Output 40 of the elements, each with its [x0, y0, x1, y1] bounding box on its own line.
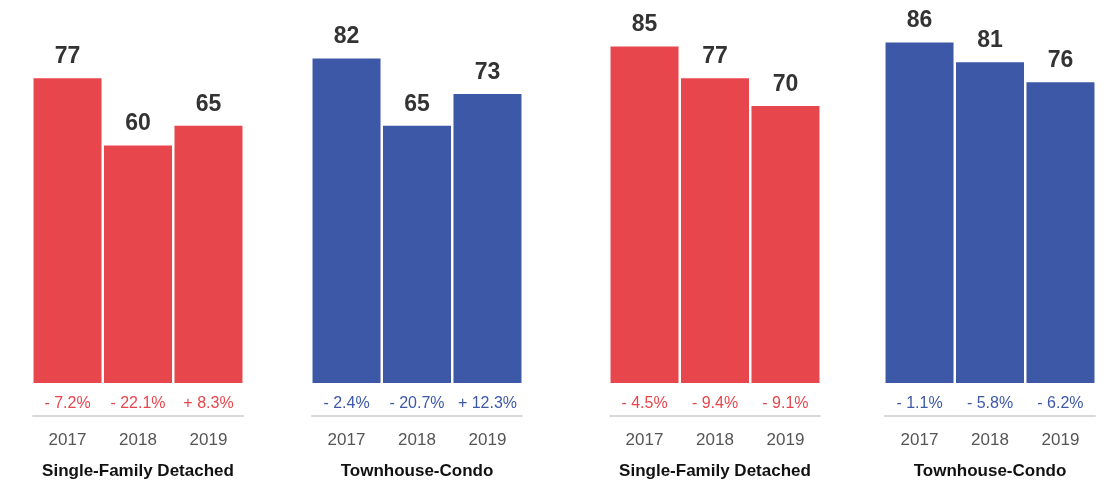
x-tick-label: 2017 [327, 429, 366, 449]
x-tick-label: 2018 [971, 429, 1009, 449]
data-label: 65 [195, 89, 222, 116]
text: + 8.3% [183, 394, 234, 412]
data-label: 81 [977, 26, 1003, 53]
text: - 20.7% [389, 394, 445, 412]
data-label: 73 [474, 57, 501, 84]
data-label: 85 [631, 10, 658, 37]
text: - 9.1% [762, 394, 809, 412]
x-tick-label: 2017 [625, 429, 664, 449]
x-tick-label: 2018 [696, 429, 734, 449]
text: - 4.5% [621, 394, 668, 412]
text: - 6.2% [1037, 394, 1084, 412]
text: - 22.1% [110, 394, 166, 412]
text: - 2.4% [323, 394, 370, 412]
x-tick-label: 2019 [766, 429, 805, 449]
data-label: 86 [906, 6, 933, 33]
x-tick-label: 2019 [468, 429, 507, 449]
x-tick-label: 2019 [1041, 429, 1080, 449]
data-label: 70 [772, 69, 799, 96]
data-label: 60 [125, 109, 151, 136]
x-tick-label: 2017 [900, 429, 939, 449]
x-tick-label: 2018 [119, 429, 157, 449]
data-label: 82 [333, 22, 360, 49]
x-tick-label: 2019 [189, 429, 228, 449]
text: - 9.4% [691, 394, 739, 412]
data-label: 76 [1047, 45, 1074, 72]
text: - 7.2% [44, 394, 91, 412]
x-axis-title: Single-Family Detached [619, 461, 811, 481]
data-label: 77 [54, 42, 81, 69]
x-tick-label: 2018 [398, 429, 436, 449]
text: + 12.3% [457, 394, 518, 412]
data-label: 77 [702, 42, 728, 69]
x-axis-title: Townhouse-Condo [913, 461, 1067, 481]
x-axis-title: Single-Family Detached [42, 461, 234, 481]
text: - 5.8% [966, 394, 1014, 412]
data-label: 65 [404, 89, 430, 116]
x-axis-title: Townhouse-Condo [340, 461, 494, 481]
x-tick-label: 2017 [48, 429, 87, 449]
text: - 1.1% [896, 394, 943, 412]
